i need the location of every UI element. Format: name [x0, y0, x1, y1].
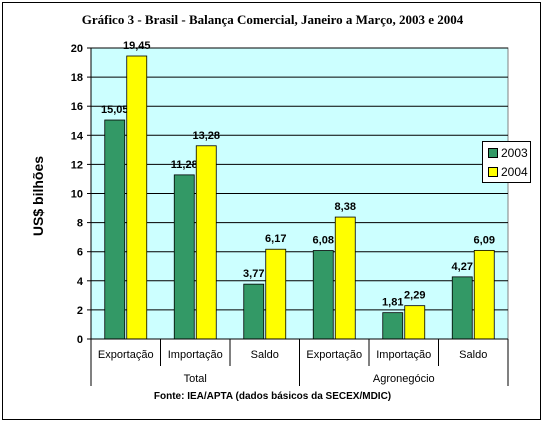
x-category-label: Importação — [168, 349, 223, 361]
y-tick-label: 6 — [77, 247, 83, 259]
y-tick-label: 2 — [77, 305, 83, 317]
data-label-2003: 6,08 — [313, 235, 334, 247]
bar-2003 — [173, 174, 195, 340]
data-label-2004: 6,17 — [265, 233, 286, 245]
bar-2004 — [404, 305, 426, 340]
bar-2004 — [195, 145, 217, 340]
legend-item-2004: 2004 — [488, 164, 528, 180]
y-tick-label: 10 — [71, 189, 83, 201]
source-note: Fonte: IEA/APTA (dados básicos da SECEX/… — [153, 391, 392, 402]
y-tick-label: 12 — [71, 159, 83, 171]
chart-title: Gráfico 3 - Brasil - Balança Comercial, … — [81, 12, 464, 27]
y-tick-label: 0 — [77, 334, 83, 346]
x-category-label: Saldo — [251, 349, 279, 361]
bar-2004 — [126, 55, 148, 340]
y-tick-label: 4 — [77, 276, 84, 288]
data-label-2003: 11,28 — [171, 159, 198, 171]
legend-swatch-2003 — [488, 148, 498, 158]
y-tick-label: 16 — [71, 101, 83, 113]
x-category-label: Saldo — [459, 349, 487, 361]
data-label-2004: 19,45 — [123, 40, 151, 52]
bar-2004 — [334, 216, 356, 340]
y-tick-label: 14 — [71, 130, 84, 142]
data-label-2003: 15,05 — [101, 104, 129, 116]
y-tick-label: 8 — [77, 218, 83, 230]
data-label-2004: 13,28 — [192, 130, 220, 142]
bar-2003 — [312, 250, 334, 340]
data-label-2003: 3,77 — [243, 268, 264, 280]
bar-2004 — [473, 249, 495, 340]
data-label-2004: 2,29 — [404, 290, 425, 302]
bar-2003 — [104, 119, 126, 340]
legend-label-2003: 2003 — [501, 146, 528, 160]
bar-2003 — [382, 312, 404, 340]
y-tick-label: 18 — [71, 72, 83, 84]
data-label-2004: 6,09 — [474, 234, 495, 246]
data-label-2003: 1,81 — [382, 297, 403, 309]
bar-2003 — [243, 283, 265, 340]
legend-swatch-2004 — [488, 167, 498, 177]
bar-2004 — [265, 248, 287, 340]
legend: 2003 2004 — [482, 141, 531, 183]
bar-2003 — [451, 276, 473, 340]
x-category-label: Exportação — [306, 349, 362, 361]
data-label-2003: 4,27 — [452, 261, 473, 273]
x-group-label: Total — [184, 373, 207, 385]
data-label-2004: 8,38 — [335, 201, 356, 213]
x-group-label: Agronegócio — [373, 373, 435, 385]
x-category-label: Importação — [376, 349, 431, 361]
x-category-label: Exportação — [98, 349, 154, 361]
legend-label-2004: 2004 — [501, 165, 528, 179]
legend-item-2003: 2003 — [488, 145, 528, 161]
y-tick-label: 20 — [71, 43, 83, 55]
